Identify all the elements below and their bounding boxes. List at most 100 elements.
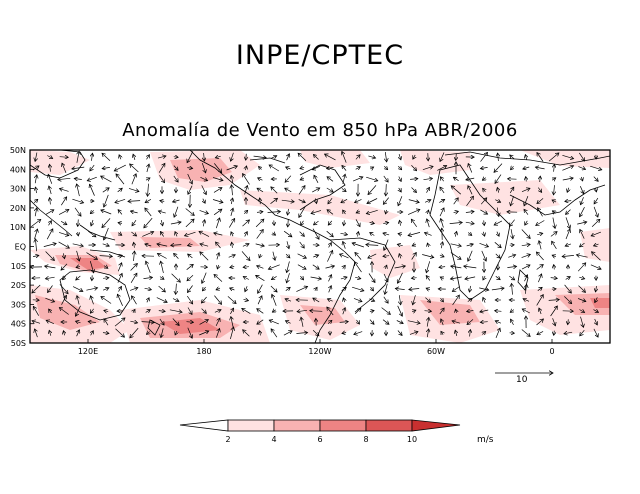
wind-vector (328, 220, 332, 225)
wind-vector (72, 244, 84, 246)
wind-vector (397, 305, 403, 316)
wind-vector (271, 329, 278, 338)
wind-vector (439, 308, 444, 315)
wind-vector (115, 198, 126, 202)
wind-vector (592, 252, 601, 261)
wind-vector (468, 186, 473, 195)
wind-vector (509, 275, 514, 280)
wind-vector (368, 156, 375, 158)
wind-vector (90, 164, 95, 171)
wind-vector (479, 242, 489, 246)
wind-vector (215, 318, 220, 327)
wind-vector (146, 332, 149, 335)
wind-vector (129, 288, 138, 291)
wind-vector (554, 265, 555, 270)
wind-vector (465, 222, 474, 224)
wind-vector (565, 201, 572, 202)
wind-vector (242, 244, 249, 247)
lon-tick-label: 60W (427, 347, 445, 356)
wind-vector (495, 276, 500, 279)
wind-vector (341, 198, 348, 202)
wind-vector (525, 284, 526, 294)
wind-vector (535, 167, 545, 169)
wind-vector (341, 188, 346, 191)
wind-vector (425, 297, 430, 303)
wind-vector (63, 276, 66, 279)
wind-vector (35, 208, 37, 217)
wind-vector (407, 320, 420, 324)
lat-tick-label: EQ (15, 243, 26, 252)
longitude-axis: 120E180120W60W060E (78, 339, 555, 356)
wind-vector (578, 167, 585, 170)
wind-vector (286, 167, 291, 169)
wind-vector (426, 276, 431, 281)
wind-vector (562, 178, 573, 180)
wind-vector (577, 222, 587, 224)
wind-vector (117, 273, 122, 283)
wind-vector (580, 329, 585, 336)
wind-vector (76, 275, 81, 280)
wind-vector (355, 262, 362, 273)
wind-vector (384, 239, 389, 251)
wind-vector (466, 244, 474, 246)
wind-vector (369, 222, 375, 223)
wind-vector (410, 179, 418, 180)
wind-vector (439, 208, 444, 217)
wind-vector (539, 241, 541, 250)
wind-vector (537, 153, 544, 162)
wind-vector (74, 207, 81, 216)
wind-vector (593, 328, 598, 337)
wind-vector (283, 331, 292, 336)
wind-vector (437, 166, 446, 171)
wind-vector (175, 330, 177, 335)
wind-vector (246, 153, 247, 160)
wind-vector (577, 298, 586, 302)
wind-vector (34, 199, 38, 202)
wind-vector (298, 153, 307, 162)
wind-vector (45, 210, 54, 215)
wind-vector (257, 266, 264, 269)
wind-vector (132, 219, 137, 226)
wind-vector (408, 199, 419, 203)
wind-vector (468, 164, 473, 173)
wind-vector (562, 154, 573, 158)
wind-vector (441, 319, 443, 326)
wind-vector (161, 328, 163, 337)
wind-vector (386, 209, 387, 214)
wind-vector (497, 207, 499, 217)
wind-vector (91, 296, 94, 305)
wind-vector (187, 307, 192, 315)
wind-vector (594, 197, 599, 204)
wind-vector (521, 329, 530, 337)
wind-vector (328, 197, 333, 204)
wind-vector (202, 287, 205, 291)
wind-vector (299, 231, 305, 237)
wind-vector (580, 229, 585, 239)
wind-vector (383, 273, 388, 282)
wind-vector (159, 318, 164, 325)
wind-vector (343, 308, 345, 315)
wind-vector (538, 274, 541, 283)
wind-vector (145, 310, 151, 313)
wind-vector (453, 198, 459, 205)
wind-vector (88, 322, 96, 323)
wind-vector (509, 219, 515, 227)
wind-vector (494, 242, 501, 247)
wind-vector (102, 188, 109, 193)
wind-vector (327, 250, 332, 262)
wind-vector (58, 241, 70, 248)
wind-vector (451, 186, 462, 195)
wind-vector (188, 244, 193, 245)
wind-vector (440, 187, 445, 194)
wind-vector (227, 296, 236, 303)
wind-vector (591, 231, 602, 236)
wind-vector (495, 321, 502, 323)
wind-vector (579, 186, 583, 194)
wind-vector (512, 283, 513, 295)
wind-vector (370, 233, 375, 236)
wind-vector (133, 309, 135, 312)
reference-vector-label: 10 (516, 375, 528, 385)
wind-vector (567, 187, 569, 193)
wind-vector (216, 242, 221, 249)
wind-vector (498, 153, 499, 162)
